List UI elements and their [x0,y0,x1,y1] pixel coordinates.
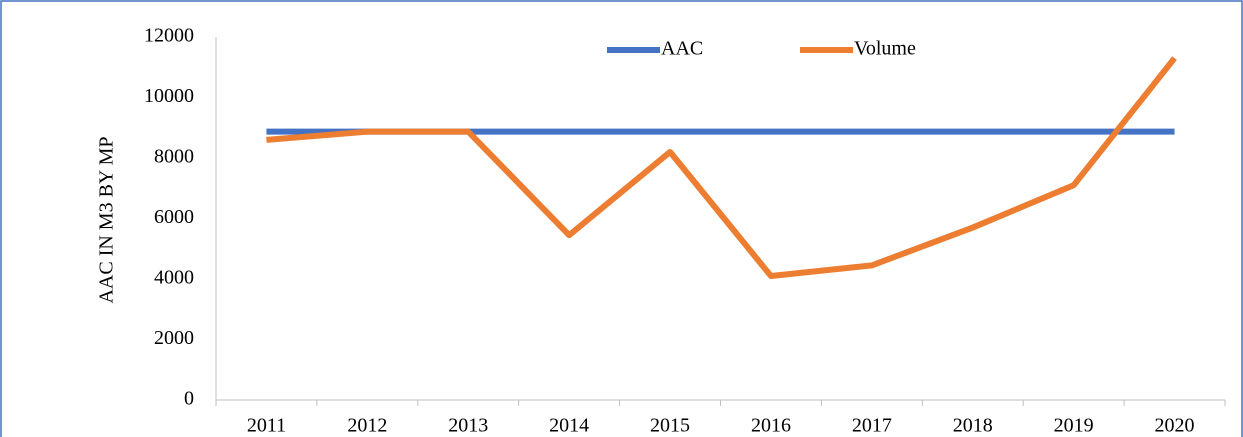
x-tick-label: 2019 [1054,415,1094,437]
x-tick-label: 2014 [549,415,589,437]
x-tick-label: 2015 [650,415,690,437]
y-tick-label: 4000 [154,267,194,289]
y-tick-label: 2000 [154,327,194,349]
y-tick-label: 8000 [154,146,194,168]
x-tick-label: 2016 [751,415,791,437]
legend-label: AAC [661,38,703,60]
y-tick-label: 0 [184,388,194,410]
y-tick-label: 12000 [144,25,194,47]
line-series [266,56,1177,279]
x-tick-label: 2012 [347,415,387,437]
x-tick-label: 2018 [953,415,993,437]
x-tick-label: 2020 [1155,415,1195,437]
x-tick-label: 2013 [448,415,488,437]
y-axis-label: AAC IN M3 BY MP [96,136,118,303]
x-tick-label: 2011 [247,415,286,437]
x-tick-label: 2017 [852,415,892,437]
y-tick-label: 6000 [154,206,194,228]
legend-label: Volume [854,38,916,60]
y-tick-label: 10000 [144,85,194,107]
